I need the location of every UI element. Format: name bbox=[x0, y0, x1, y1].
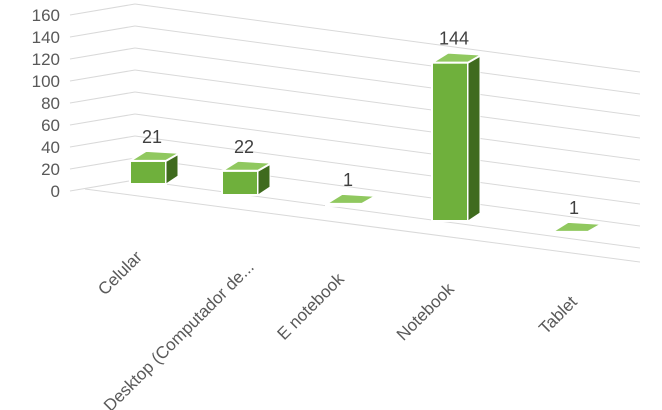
bar: 1 bbox=[326, 170, 376, 206]
y-tick-label: 40 bbox=[41, 138, 60, 157]
bar-top bbox=[326, 194, 376, 204]
bar: 1 bbox=[552, 198, 602, 234]
bar: 21 bbox=[130, 127, 180, 184]
gridline-back-wall bbox=[135, 48, 640, 116]
data-label: 21 bbox=[142, 127, 162, 147]
bar-side bbox=[468, 55, 480, 221]
gridline-back-wall bbox=[135, 70, 640, 138]
category-label: Celular bbox=[94, 247, 146, 299]
y-tick-label: 0 bbox=[51, 182, 60, 201]
y-tick-label: 80 bbox=[41, 94, 60, 113]
y-tick-label: 60 bbox=[41, 116, 60, 135]
bar-top bbox=[552, 222, 602, 232]
y-tick-label: 160 bbox=[32, 6, 60, 25]
gridline-left-wall bbox=[70, 26, 135, 37]
category-label: Notebook bbox=[393, 279, 458, 344]
y-tick-label: 140 bbox=[32, 28, 60, 47]
bar: 144 bbox=[432, 29, 482, 221]
gridline-back-wall bbox=[135, 114, 640, 182]
gridline-left-wall bbox=[70, 114, 135, 125]
gridline-back-wall bbox=[135, 26, 640, 94]
gridline-back-wall bbox=[135, 136, 640, 204]
bar-front bbox=[130, 161, 166, 184]
bars: 21 22 1 144 1 bbox=[130, 29, 602, 234]
data-label: 1 bbox=[569, 198, 579, 218]
gridline-back-wall bbox=[135, 92, 640, 160]
gridline-left-wall bbox=[70, 158, 135, 169]
y-tick-label: 100 bbox=[32, 72, 60, 91]
gridline-back-wall bbox=[135, 180, 640, 248]
gridline-left-wall bbox=[70, 92, 135, 103]
y-axis-tick-labels: 0 20 40 60 80 100 120 140 160 bbox=[32, 6, 60, 201]
bar-front bbox=[432, 63, 468, 221]
data-label: 1 bbox=[343, 170, 353, 190]
gridline-left-wall bbox=[70, 180, 135, 191]
category-label: Tablet bbox=[535, 292, 581, 338]
gridline-back-wall bbox=[135, 158, 640, 226]
gridline-left-wall bbox=[70, 48, 135, 59]
y-tick-label: 120 bbox=[32, 50, 60, 69]
y-tick-label: 20 bbox=[41, 160, 60, 179]
data-label: 144 bbox=[439, 29, 469, 49]
bar-front bbox=[222, 171, 258, 195]
gridline-back-wall bbox=[135, 4, 640, 72]
category-label: E notebook bbox=[274, 269, 349, 344]
data-label: 22 bbox=[234, 137, 254, 157]
gridline-left-wall bbox=[70, 4, 135, 15]
gridline-left-wall bbox=[70, 136, 135, 147]
bar: 22 bbox=[222, 137, 272, 195]
gridline-left-wall bbox=[70, 70, 135, 81]
